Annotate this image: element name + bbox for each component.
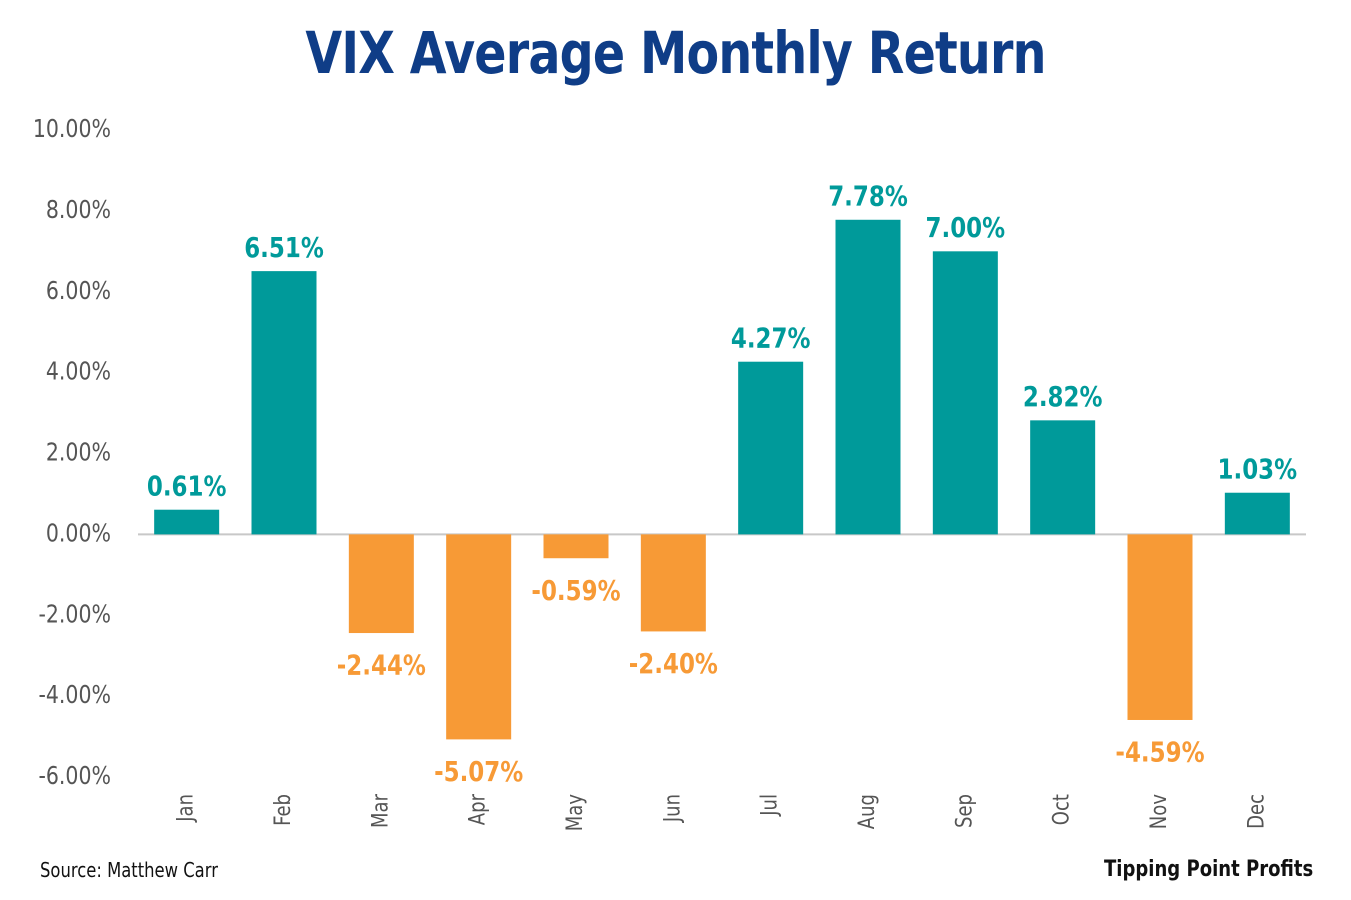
bar-oct bbox=[1030, 420, 1096, 535]
x-tick-label: Nov bbox=[1145, 794, 1171, 829]
bars bbox=[154, 219, 1290, 740]
bar-jun bbox=[640, 534, 706, 632]
data-label: 6.51% bbox=[244, 232, 324, 265]
bar-may bbox=[543, 534, 609, 559]
data-label: 4.27% bbox=[731, 322, 811, 355]
y-tick-label: -2.00% bbox=[38, 600, 111, 628]
bar-apr bbox=[446, 534, 512, 740]
data-label: -5.07% bbox=[434, 756, 523, 789]
data-label: -2.40% bbox=[629, 648, 718, 681]
y-tick-label: 0.00% bbox=[46, 520, 111, 548]
y-axis: -6.00% -4.00% -2.00% 0.00% 2.00% 4.00% 6.00% 8.… bbox=[33, 115, 1306, 791]
source-note: Source: Matthew Carr bbox=[40, 858, 218, 882]
x-tick-label: Apr bbox=[464, 793, 490, 825]
x-tick-label: Mar bbox=[367, 793, 393, 828]
bar-sep bbox=[932, 251, 998, 535]
brand-logo-text: Tipping Point Profits bbox=[1103, 857, 1313, 882]
bar-mar bbox=[348, 534, 414, 634]
y-tick-label: 10.00% bbox=[33, 115, 111, 143]
x-tick-label: Oct bbox=[1048, 794, 1074, 825]
x-tick-label: Dec bbox=[1243, 794, 1269, 829]
chart-title: VIX Average Monthly Return bbox=[305, 19, 1046, 87]
x-tick-label: Jul bbox=[756, 794, 782, 818]
y-tick-label: 2.00% bbox=[46, 439, 111, 467]
x-tick-label: Jun bbox=[659, 794, 685, 824]
bar-nov bbox=[1127, 534, 1193, 720]
bar-dec bbox=[1224, 492, 1290, 535]
data-label: -2.44% bbox=[337, 650, 426, 683]
x-tick-label: May bbox=[561, 794, 587, 831]
x-tick-label: Feb bbox=[269, 794, 295, 826]
value-labels: 0.61% 6.51% -2.44% -5.07% -0.59% -2.40% 4.27% 7… bbox=[147, 180, 1297, 788]
y-tick-label: 8.00% bbox=[46, 196, 111, 224]
x-tick-label: Sep bbox=[951, 794, 977, 828]
data-label: 7.00% bbox=[926, 212, 1006, 245]
bar-jul bbox=[738, 361, 804, 535]
data-label: 0.61% bbox=[147, 470, 227, 503]
data-label: 2.82% bbox=[1023, 381, 1103, 414]
data-label: -4.59% bbox=[1115, 736, 1204, 769]
bar-feb bbox=[251, 271, 317, 535]
bar-aug bbox=[835, 219, 901, 535]
x-tick-label: Jan bbox=[172, 794, 198, 824]
y-tick-label: 6.00% bbox=[46, 277, 111, 305]
y-tick-label: -4.00% bbox=[38, 681, 111, 709]
y-tick-label: 4.00% bbox=[46, 358, 111, 386]
data-label: 7.78% bbox=[828, 180, 908, 213]
data-label: -0.59% bbox=[531, 575, 620, 608]
x-tick-label: Aug bbox=[853, 794, 879, 829]
x-axis: Jan Feb Mar Apr May Jun Jul Aug Sep Oct Nov Dec bbox=[172, 793, 1269, 831]
y-tick-label: -6.00% bbox=[38, 762, 111, 790]
bar-jan bbox=[154, 509, 220, 535]
data-label: 1.03% bbox=[1218, 453, 1298, 486]
